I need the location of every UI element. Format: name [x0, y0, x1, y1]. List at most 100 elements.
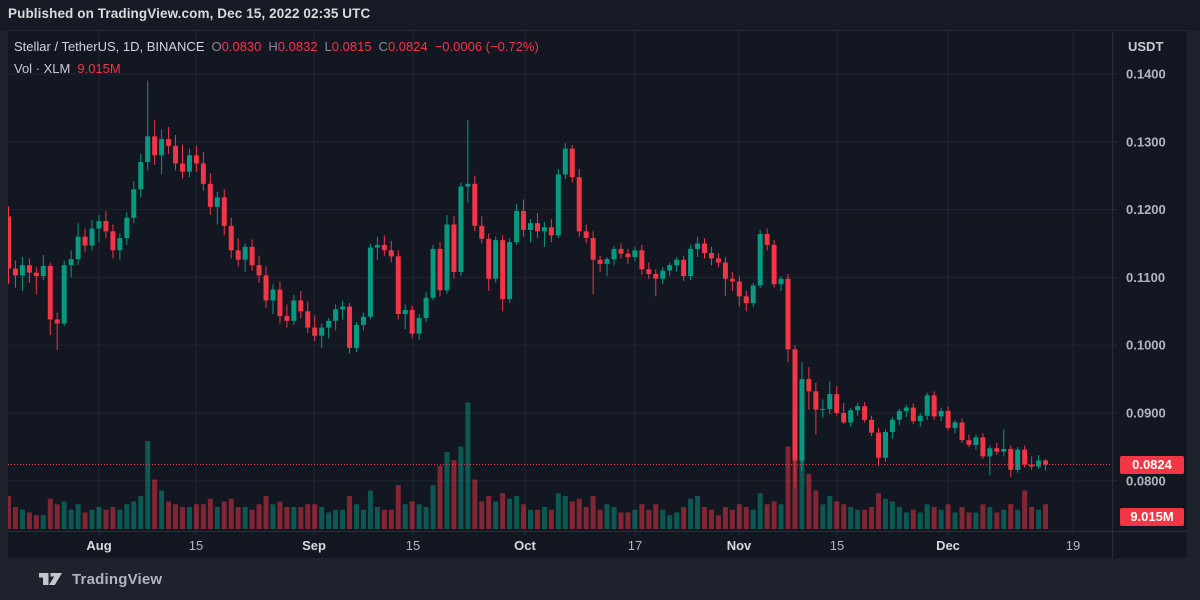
volume-bar [987, 507, 993, 529]
candle-body [19, 265, 25, 276]
volume-bar [12, 507, 18, 529]
volume-bar [54, 504, 60, 529]
candle-body [653, 274, 659, 279]
candle-body [138, 162, 144, 190]
volume-bar [931, 507, 937, 529]
candle-body [820, 408, 826, 410]
volume-bar [298, 507, 304, 529]
candle-body [876, 432, 881, 458]
candle-body [47, 265, 53, 320]
volume-bar [82, 512, 88, 529]
volume-bar [597, 509, 603, 529]
candle-body [785, 278, 791, 350]
candle-body [479, 225, 485, 239]
candle-body [1022, 449, 1028, 465]
candle-body [200, 163, 206, 184]
time-tick-label: 15 [830, 538, 844, 553]
candle-body [528, 223, 533, 230]
volume-bar [806, 474, 812, 529]
volume-bar [1036, 509, 1042, 529]
candle-body [896, 410, 902, 420]
candle-body [402, 309, 408, 315]
volume-bar [889, 501, 895, 529]
candle-body [555, 174, 561, 236]
candle-body [604, 259, 610, 264]
candle-body [75, 236, 81, 260]
volume-bar [743, 507, 749, 529]
candle-body [493, 240, 499, 279]
volume-bar [221, 501, 227, 529]
candle-body [423, 297, 429, 319]
volume-bar [820, 504, 826, 529]
candle-body [61, 265, 67, 324]
candle-body [145, 136, 151, 163]
volume-bar [903, 512, 909, 529]
candle-body [180, 163, 185, 172]
tradingview-logo-icon[interactable] [38, 570, 64, 588]
axes-layer [8, 31, 1187, 559]
volume-bar [40, 515, 46, 529]
candle-body [124, 217, 130, 239]
time-tick-label: Dec [936, 538, 960, 553]
candle-body [166, 139, 172, 146]
candle-body [681, 259, 687, 277]
volume-bar [374, 507, 380, 529]
volume-bar [750, 509, 756, 529]
candle-body [541, 227, 547, 232]
candle-body [521, 210, 527, 230]
volume-bar [402, 504, 408, 529]
volume-bar [528, 509, 533, 529]
time-tick-label: 15 [189, 538, 203, 553]
candle-body [583, 231, 589, 239]
volume-bar [458, 446, 464, 529]
volume-bar [479, 501, 485, 529]
volume-bar [882, 498, 888, 529]
candle-body [409, 309, 415, 334]
volume-bar [521, 504, 527, 529]
candle-body [702, 243, 707, 253]
volume-bar [486, 496, 492, 529]
tradingview-brand-link[interactable]: TradingView [72, 570, 163, 588]
candle-body [367, 247, 373, 317]
candle-body [458, 186, 464, 272]
candle-body [827, 394, 833, 409]
candle-body [639, 250, 645, 270]
volume-bar [152, 479, 158, 529]
volume-bar [103, 509, 109, 529]
candle-body [54, 319, 60, 324]
candle-body [917, 415, 923, 422]
volume-bar [235, 507, 241, 529]
volume-bar [347, 496, 353, 529]
symbol-row: Stellar / TetherUS, 1D, BINANCE O0.0830 H0… [14, 38, 539, 60]
candle-body [841, 413, 847, 423]
candle-body [862, 406, 868, 420]
candle-body [117, 238, 123, 251]
candle-body [674, 259, 680, 266]
time-tick-label: Aug [86, 538, 111, 553]
volume-bar [778, 504, 784, 529]
candle-body [131, 189, 137, 218]
volume-bar [583, 507, 589, 529]
volume-bar [360, 509, 366, 529]
price-tick-label: 0.0900 [1126, 406, 1166, 421]
candle-body [938, 410, 944, 417]
volume-bar [207, 498, 213, 529]
price-tick-label: 0.1400 [1126, 67, 1166, 82]
volume-study-label: Vol · XLM [14, 61, 71, 76]
candle-body [576, 177, 582, 232]
candle-body [305, 311, 311, 328]
candle-body [340, 306, 346, 310]
candle-body [611, 248, 617, 260]
candle-body [806, 379, 812, 392]
candle-body [882, 431, 888, 458]
published-bar: Published on TradingView.com, Dec 15, 20… [0, 0, 1200, 30]
price-tick-label: 0.1300 [1126, 134, 1166, 149]
volume-bar [1022, 490, 1028, 529]
volume-bar [625, 512, 631, 529]
volume-bar [514, 496, 520, 529]
candle-body [242, 246, 248, 260]
volume-bar [1029, 507, 1035, 529]
candle-body [319, 327, 325, 336]
time-tick-label: 17 [628, 538, 642, 553]
volume-bar [214, 507, 220, 529]
